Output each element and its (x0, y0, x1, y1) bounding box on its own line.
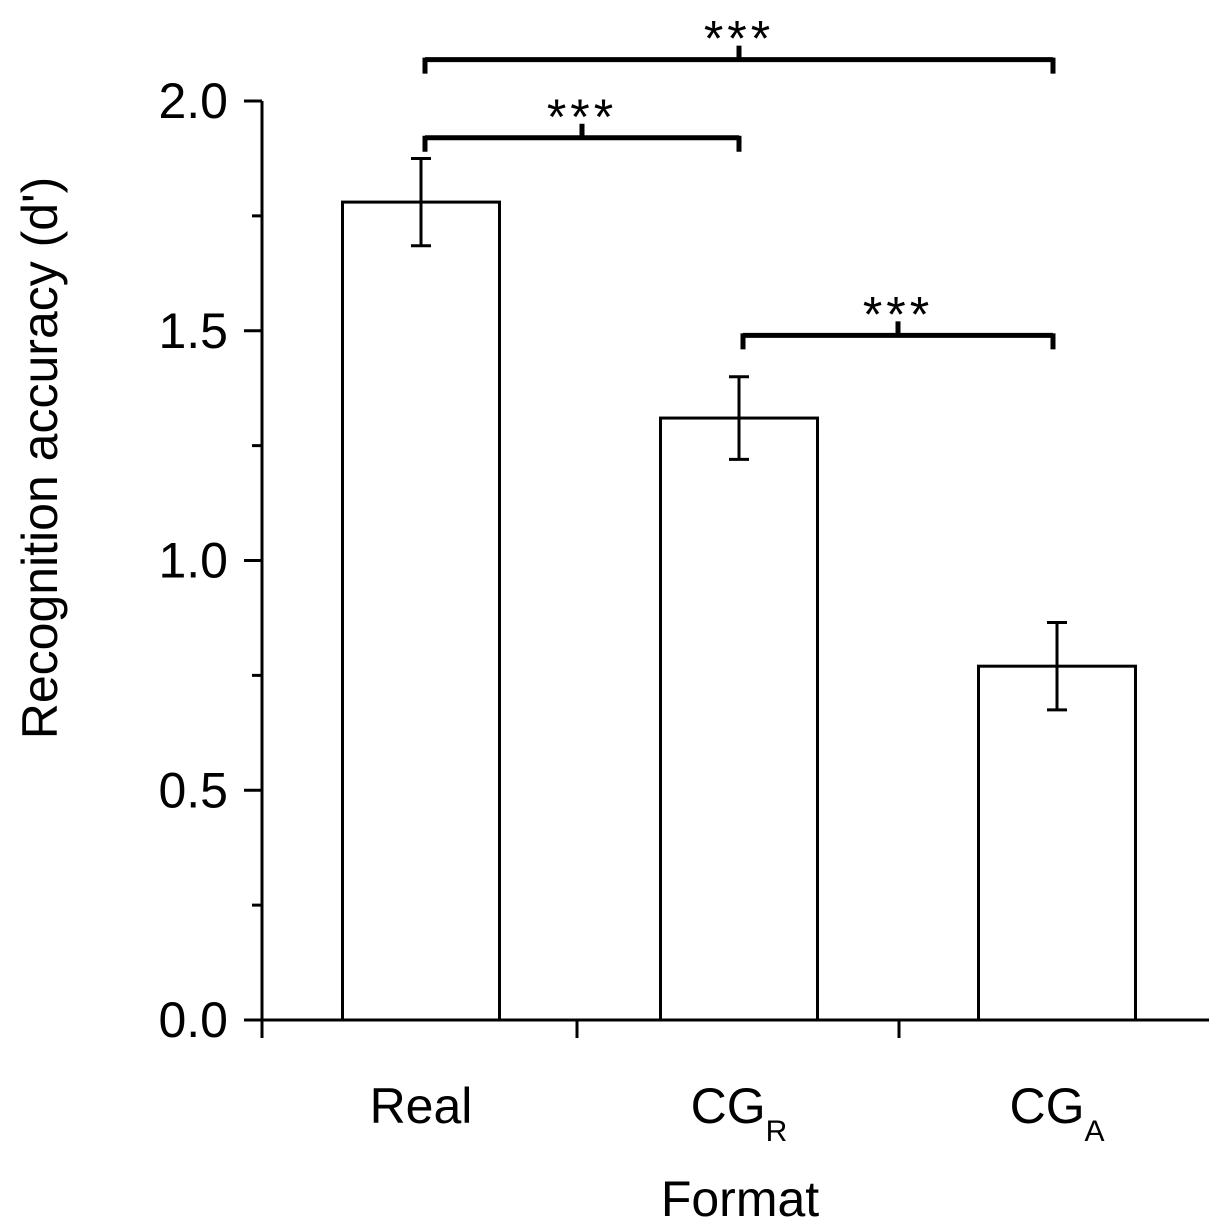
x-axis-label: Format (661, 1171, 819, 1226)
x-tick-label: Real (370, 1078, 473, 1134)
y-tick-label: 0.0 (158, 992, 228, 1048)
significance-brackets: *** *** *** (422, 11, 1056, 350)
x-tick-label: CGA (1009, 1078, 1104, 1148)
y-tick-label: 0.5 (158, 762, 228, 818)
y-tick-label: 1.0 (158, 533, 228, 589)
significance-bracket: *** (422, 89, 742, 152)
error-bars (411, 156, 1067, 712)
y-tick-label: 1.5 (158, 303, 228, 359)
significance-bracket: *** (740, 286, 1056, 350)
significance-label: *** (547, 89, 617, 145)
significance-bracket: *** (422, 11, 1056, 74)
bar (341, 200, 501, 1022)
bar (977, 664, 1137, 1022)
significance-label: *** (704, 11, 774, 67)
bar (659, 416, 819, 1022)
x-tick-label: CGR (691, 1078, 788, 1148)
y-tick-label: 2.0 (158, 73, 228, 129)
tick-labels: 0.0 0.5 1.0 1.5 2.0 Real CGR CGA (158, 73, 1104, 1148)
y-axis-label: Recognition accuracy (d') (12, 177, 68, 740)
significance-label: *** (863, 286, 933, 342)
bars (341, 200, 1137, 1022)
